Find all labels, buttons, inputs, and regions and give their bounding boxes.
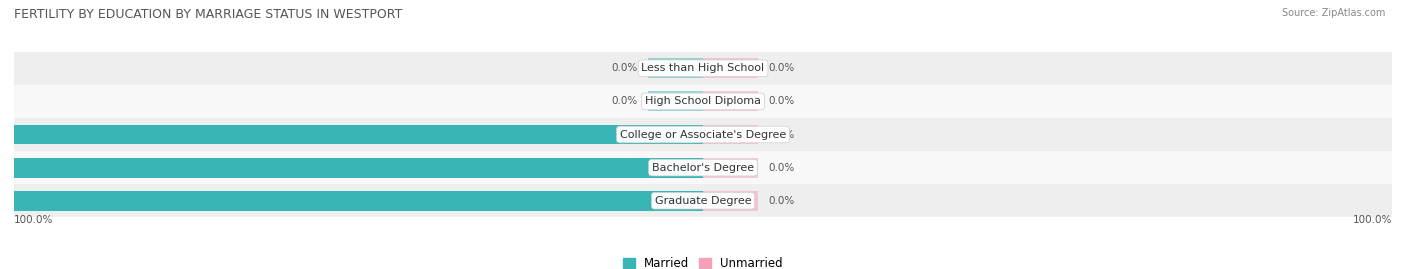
Legend: Married, Unmarried: Married, Unmarried [619,253,787,269]
Bar [648,91,703,111]
Text: High School Diploma: High School Diploma [645,96,761,107]
Bar [703,191,758,211]
Text: 100.0%: 100.0% [0,129,4,140]
Text: Source: ZipAtlas.com: Source: ZipAtlas.com [1281,8,1385,18]
Text: 100.0%: 100.0% [1353,215,1392,225]
Bar [14,118,1392,151]
Bar [14,125,703,144]
Bar [14,158,703,178]
Text: 100.0%: 100.0% [0,196,4,206]
Bar [703,158,758,178]
Bar [703,58,758,78]
Text: Graduate Degree: Graduate Degree [655,196,751,206]
Text: Less than High School: Less than High School [641,63,765,73]
Text: 0.0%: 0.0% [769,63,794,73]
Text: Bachelor's Degree: Bachelor's Degree [652,162,754,173]
Bar [14,85,1392,118]
Text: 0.0%: 0.0% [769,162,794,173]
Text: 0.0%: 0.0% [612,63,637,73]
Text: 0.0%: 0.0% [769,129,794,140]
Text: 0.0%: 0.0% [769,96,794,107]
Text: FERTILITY BY EDUCATION BY MARRIAGE STATUS IN WESTPORT: FERTILITY BY EDUCATION BY MARRIAGE STATU… [14,8,402,21]
Bar [14,151,1392,184]
Bar [703,125,758,144]
Bar [14,52,1392,85]
Bar [648,58,703,78]
Text: College or Associate's Degree: College or Associate's Degree [620,129,786,140]
Bar [703,91,758,111]
Text: 0.0%: 0.0% [612,96,637,107]
Bar [14,184,1392,217]
Text: 100.0%: 100.0% [0,162,4,173]
Text: 0.0%: 0.0% [769,196,794,206]
Text: 100.0%: 100.0% [14,215,53,225]
Bar [14,191,703,211]
